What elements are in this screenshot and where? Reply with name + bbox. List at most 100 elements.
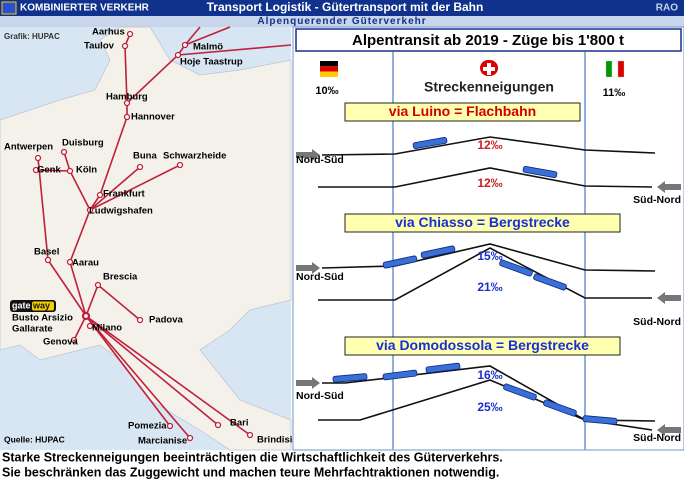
logo-part: [32, 301, 54, 311]
city-dot: [34, 154, 42, 162]
city-label: Bari: [230, 418, 248, 429]
city-dot: [60, 148, 68, 156]
rail-line: [69, 33, 131, 317]
gradient-value: 12‰: [477, 176, 502, 190]
arrow: [296, 149, 320, 161]
flag-stripe: [320, 71, 338, 77]
city-dot: [214, 421, 222, 429]
caption: Sie beschränken das Zuggewicht und mache…: [2, 465, 499, 479]
city-label: Brindisi: [257, 435, 292, 446]
route-label: via Luino = Flachbahn: [389, 103, 536, 119]
route-box: [344, 336, 621, 356]
city-dot: [186, 434, 194, 442]
city-dot: [66, 167, 74, 175]
city-label: Ludwigshafen: [89, 206, 153, 217]
city-label: Aarau: [72, 258, 99, 269]
panel-title: Alpentransit ab 2019 - Züge bis 1'800 t: [352, 32, 624, 49]
train: [425, 362, 461, 374]
city-label: Duisburg: [62, 138, 104, 149]
arrow: [657, 181, 681, 193]
route-box: [344, 102, 581, 122]
eu-flag: [1, 1, 17, 15]
map-source: Quelle: HUPAC: [4, 434, 65, 444]
map-credit: Grafik: HUPAC: [4, 32, 60, 41]
rail-line: [35, 169, 71, 172]
city-label: Pomezia: [128, 421, 167, 432]
city-dot: [123, 99, 131, 107]
train: [382, 255, 418, 269]
city-label: Hamburg: [106, 92, 148, 103]
city-dot: [166, 422, 174, 430]
rail-line: [47, 259, 87, 317]
train: [582, 415, 618, 425]
direction-label: Nord-Süd: [296, 271, 344, 283]
city-label: Hoje Taastrup: [180, 57, 243, 68]
city-label: Genk: [37, 165, 61, 176]
city-dot: [123, 113, 131, 121]
route-box: [344, 213, 621, 233]
rail-line: [89, 166, 141, 211]
header-right: RAO: [656, 3, 678, 14]
flag-stripe: [605, 60, 613, 78]
city-label: Gallarate: [12, 324, 53, 335]
train: [332, 373, 368, 383]
rail-line: [85, 315, 219, 426]
city-dot: [86, 322, 94, 330]
rail-line: [85, 315, 191, 439]
city-label: Frankfurt: [103, 189, 146, 200]
profile-line: [321, 243, 656, 272]
train: [522, 166, 558, 178]
train: [533, 273, 567, 291]
city-dot: [32, 166, 40, 174]
flag-stripe: [320, 66, 338, 72]
direction-label: Nord-Süd: [296, 154, 344, 166]
gradient-label: 10‰: [315, 85, 338, 97]
direction-label: Nord-Süd: [296, 390, 344, 402]
flag-cross: [483, 63, 495, 75]
gradient-value: 21‰: [477, 280, 502, 294]
city-label: Taulov: [84, 41, 115, 52]
rail-line: [85, 315, 251, 436]
city-label: Brescia: [103, 272, 138, 283]
arrow: [296, 262, 320, 274]
gradient-value: 15‰: [477, 249, 502, 263]
rail-line: [184, 26, 201, 46]
city-label: Basel: [34, 247, 59, 258]
header-bar: [0, 0, 684, 16]
train: [420, 245, 456, 259]
city-dot: [121, 42, 129, 50]
profile-line: [321, 136, 656, 156]
arrow: [657, 292, 681, 304]
city-dot: [94, 281, 102, 289]
rail-line: [73, 315, 87, 341]
direction-label: Süd-Nord: [633, 316, 681, 328]
city-dot: [174, 51, 182, 59]
city-label: Köln: [76, 165, 97, 176]
city-dot: [176, 161, 184, 169]
center-label: Streckenneigungen: [424, 79, 554, 95]
gradient-value: 12‰: [477, 138, 502, 152]
subheader-bar: [0, 16, 684, 27]
route-label: via Chiasso = Bergstrecke: [395, 214, 570, 230]
direction-label: Süd-Nord: [633, 194, 681, 206]
city-dot: [181, 41, 189, 49]
city-label: Padova: [149, 315, 184, 326]
city-dot: [82, 312, 90, 320]
flag-stripe: [611, 60, 619, 78]
city-label: Marcianise: [138, 436, 187, 447]
city-dot: [66, 258, 74, 266]
profile-line: [318, 247, 652, 301]
city-label: Antwerpen: [4, 142, 53, 153]
city-label: Malmö: [193, 42, 223, 53]
city-label: Aarhus: [92, 27, 125, 38]
gradient-value: 16‰: [477, 368, 502, 382]
logo-text: way: [32, 300, 50, 310]
city-dot: [136, 163, 144, 171]
direction-label: Süd-Nord: [633, 432, 681, 444]
city-dot: [136, 316, 144, 324]
rail-line: [85, 315, 171, 427]
rail-line: [177, 44, 292, 56]
city-dot: [96, 191, 104, 199]
